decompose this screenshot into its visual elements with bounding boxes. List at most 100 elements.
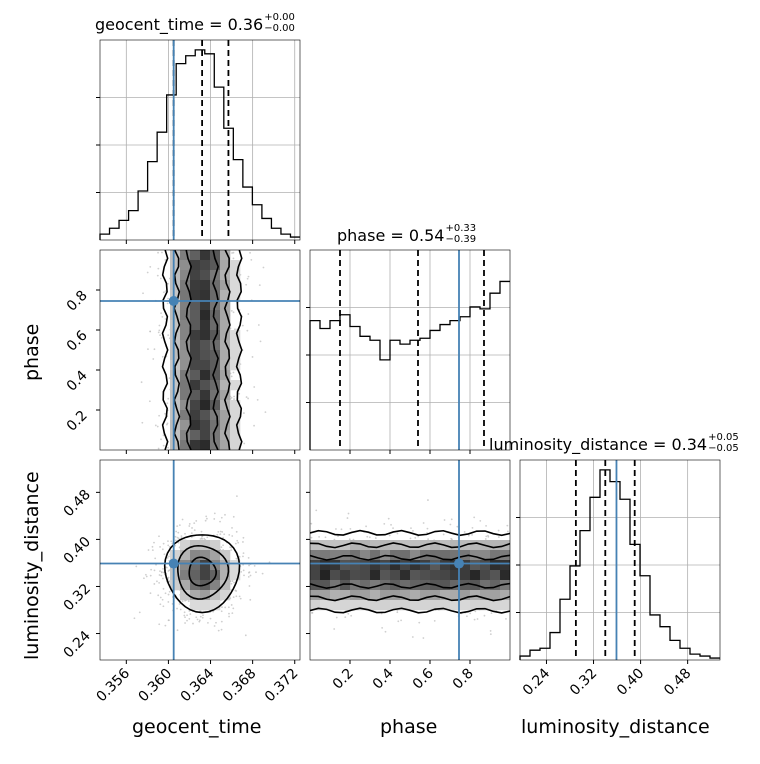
density-cell [200, 430, 211, 441]
scatter-point [388, 534, 391, 537]
scatter-point [164, 259, 167, 261]
scatter-point [149, 330, 152, 333]
scatter-point [335, 528, 337, 530]
scatter-point [243, 442, 246, 445]
scatter-point [230, 604, 233, 606]
scatter-point [160, 571, 163, 573]
scatter-point [242, 569, 245, 572]
scatter-point [248, 585, 251, 587]
density-cell [310, 590, 321, 601]
density-cell [180, 330, 191, 341]
scatter-point [350, 614, 353, 617]
scatter-point [466, 615, 468, 618]
scatter-point [259, 340, 262, 343]
density-cell [230, 560, 241, 571]
scatter-point [204, 519, 207, 522]
scatter-point [157, 267, 160, 270]
density-cell [180, 440, 191, 450]
scatter-point [215, 621, 217, 624]
density-cell [380, 580, 391, 591]
density-cell [200, 440, 211, 450]
density-cell [430, 540, 441, 551]
density-cell [320, 580, 331, 591]
density-cell [170, 440, 181, 450]
scatter-point [156, 274, 159, 277]
density-cell [420, 560, 431, 571]
scatter-point [178, 603, 181, 605]
scatter-point [220, 628, 223, 631]
density-cell [220, 330, 231, 341]
scatter-point [456, 525, 459, 528]
scatter-point [164, 624, 167, 627]
xlabel-phase: phase [380, 716, 438, 738]
density-cell [210, 350, 221, 361]
scatter-point [164, 592, 167, 595]
scatter-point [222, 544, 224, 547]
density-cell [170, 290, 181, 301]
scatter-point [487, 535, 490, 538]
scatter-point [489, 630, 492, 632]
density-cell [220, 340, 231, 351]
title-phase-text: phase = 0.54 [337, 226, 445, 245]
ytick-label-luminosity-distance-3: 0.48 [61, 487, 94, 520]
scatter-point [506, 524, 509, 527]
scatter-point [159, 334, 161, 337]
scatter-point [164, 318, 167, 320]
scatter-point [349, 527, 352, 530]
xlabel-luminosity-distance: luminosity_distance [521, 716, 710, 738]
scatter-point [243, 574, 245, 577]
density-cell [180, 370, 191, 381]
title-luminosity-distance: luminosity_distance = 0.34 +0.05 −0.05 [489, 432, 739, 456]
scatter-point [262, 266, 265, 269]
scatter-point [246, 329, 249, 332]
scatter-point [392, 527, 394, 530]
scatter-point [230, 375, 233, 378]
scatter-point [176, 525, 179, 528]
scatter-point [178, 524, 181, 527]
scatter-point [213, 518, 216, 520]
scatter-point [337, 535, 339, 538]
title-phase: phase = 0.54 +0.33 −0.39 [337, 223, 476, 247]
density-cell [420, 600, 431, 611]
density-cell [200, 550, 211, 561]
density-cell [190, 310, 201, 321]
density-cell [200, 360, 211, 371]
density-cell [190, 350, 201, 361]
scatter-point [258, 284, 261, 287]
scatter-point [151, 549, 154, 552]
contour-line [310, 595, 510, 602]
scatter-point [497, 529, 500, 532]
scatter-point [242, 541, 244, 543]
title-luminosity-distance-uncertainty: +0.05 −0.05 [708, 432, 739, 454]
hist-bg-0 [100, 40, 300, 240]
density-cell [220, 380, 231, 391]
scatter-point [192, 622, 194, 625]
scatter-point [206, 517, 208, 520]
scatter-point [168, 590, 171, 593]
hist-panel-geocent-time [96, 39, 301, 241]
scatter-point [157, 331, 160, 334]
scatter-point [238, 595, 241, 598]
contour-line [310, 607, 510, 614]
scatter-point [228, 533, 231, 536]
scatter-point [253, 564, 256, 567]
scatter-point [346, 517, 349, 519]
scatter-point [217, 530, 220, 533]
density-cell [230, 440, 241, 450]
scatter-point [189, 613, 192, 615]
scatter-point [161, 598, 164, 601]
xlabel-geocent-time: geocent_time [132, 716, 262, 738]
scatter-point [171, 542, 174, 545]
density-cell [450, 570, 461, 581]
density-cell [180, 280, 191, 291]
title-luminosity-distance-minus: −0.05 [708, 442, 739, 454]
title-geocent-time-plus: +0.00 [264, 12, 295, 23]
scatter-point [198, 619, 201, 622]
pair-frame-2 [309, 459, 511, 661]
density-cell [210, 360, 221, 371]
scatter-point [160, 336, 163, 339]
scatter-point [174, 535, 177, 538]
density-cell [230, 420, 241, 431]
scatter-point [165, 566, 168, 569]
truth-marker-1 [168, 558, 179, 569]
